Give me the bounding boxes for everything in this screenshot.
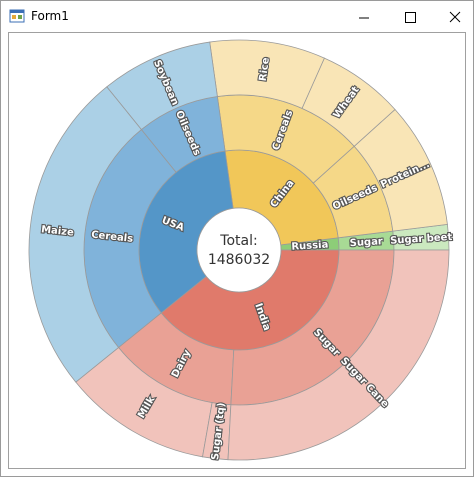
sunburst-segment bbox=[227, 249, 450, 461]
segment-label: Sugar bbox=[349, 236, 383, 249]
maximize-button[interactable] bbox=[405, 12, 416, 23]
center-label: Total: bbox=[219, 233, 257, 249]
center-total: 1486032 bbox=[208, 252, 270, 268]
center-hole bbox=[196, 207, 282, 293]
segment-label: Rice bbox=[258, 57, 272, 82]
window-title: Form1 bbox=[31, 9, 69, 23]
app-icon bbox=[9, 9, 25, 23]
title-bar: Form1 bbox=[1, 1, 473, 33]
segment-label: Russia bbox=[291, 240, 329, 253]
window-buttons bbox=[359, 11, 461, 23]
segment-label: Maize bbox=[41, 224, 75, 238]
chart-area: Russia Sugar Sugar beet China Oilseeds Protei… bbox=[8, 32, 466, 469]
close-button[interactable] bbox=[449, 11, 461, 23]
segment-label: Sugar beet bbox=[390, 232, 453, 247]
